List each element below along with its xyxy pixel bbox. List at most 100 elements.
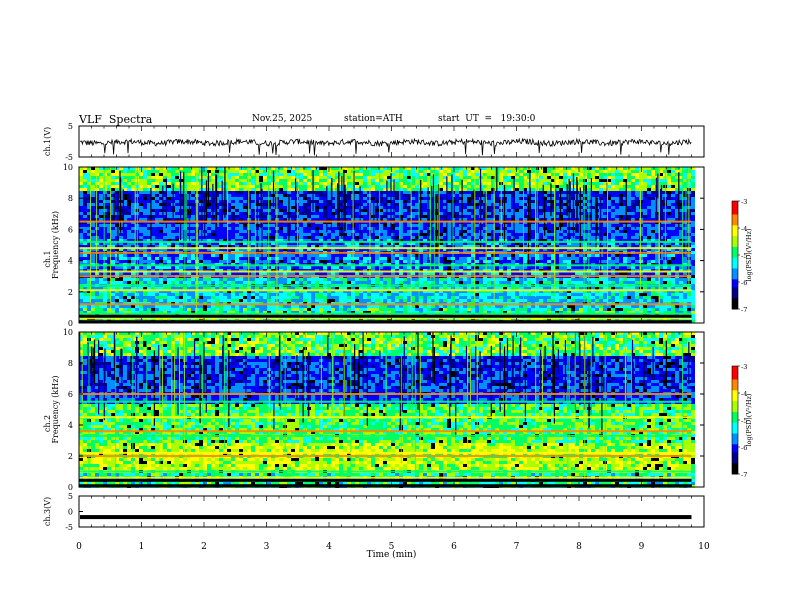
spectrogram-cell: [371, 191, 375, 194]
spectrogram-cell: [395, 185, 399, 188]
spectrogram-cell: [655, 215, 659, 218]
spectrogram-cell: [423, 200, 427, 203]
spectrogram-cell: [387, 260, 391, 263]
spectrogram-cell: [147, 167, 151, 170]
spectrogram-cell: [403, 257, 407, 260]
spectrogram-cell: [623, 188, 627, 191]
spectrogram-cell: [159, 248, 163, 251]
spectrogram-cell: [327, 257, 331, 260]
spectrogram-cell: [599, 182, 603, 185]
spectrogram-cell: [347, 173, 351, 176]
spectrogram-cell: [391, 242, 395, 245]
spectrogram-cell: [191, 260, 195, 263]
spectrogram-cell: [375, 242, 379, 245]
spectrogram-cell: [399, 233, 403, 236]
spectrogram-cell: [299, 260, 303, 263]
spectrogram-cell: [131, 173, 135, 176]
spectrogram-cell: [139, 194, 143, 197]
spectrogram-cell: [519, 254, 523, 257]
spectrogram-cell: [91, 257, 95, 260]
spectrogram-cell: [239, 236, 243, 239]
spectrogram-cell: [655, 230, 659, 233]
spectrogram-cell: [271, 242, 275, 245]
spectrogram-cell: [683, 173, 687, 176]
spectrogram-cell: [327, 218, 331, 221]
spectrogram-cell: [447, 206, 451, 209]
spectrogram-cell: [235, 182, 239, 185]
spectrogram-cell: [159, 182, 163, 185]
spectrogram-cell: [251, 260, 255, 263]
spectrogram-cell: [123, 182, 127, 185]
spectrogram-cell: [299, 254, 303, 257]
spectrogram-cell: [407, 203, 411, 206]
spectrogram-cell: [115, 191, 119, 194]
spectrogram-cell: [511, 257, 515, 260]
spectrogram-cell: [491, 182, 495, 185]
spectrogram-cell: [395, 176, 399, 179]
spectrogram-cell: [291, 209, 295, 212]
spectrogram-cell: [99, 203, 103, 206]
spectrogram-cell: [307, 239, 311, 242]
spectrogram-cell: [439, 209, 443, 212]
spectrogram-cell: [87, 245, 91, 248]
spectrogram-cell: [315, 245, 319, 248]
spectrogram-cell: [115, 230, 119, 233]
spectrogram-cell: [507, 233, 511, 236]
spectrogram-cell: [283, 170, 287, 173]
spectrogram-cell: [327, 254, 331, 257]
spectrogram-cell: [239, 257, 243, 260]
spectrogram-cell: [431, 224, 435, 227]
spectrogram-cell: [311, 233, 315, 236]
spectrogram-cell: [363, 203, 367, 206]
spectrogram-cell: [367, 230, 371, 233]
spectrogram-cell: [163, 206, 167, 209]
spectrogram-cell: [599, 185, 603, 188]
spectrogram-cell: [307, 200, 311, 203]
spectrogram-cell: [83, 224, 87, 227]
spectrogram-cell: [671, 191, 675, 194]
spectrogram-cell: [559, 167, 563, 170]
spectrogram-cell: [667, 206, 671, 209]
spectrogram-cell: [539, 176, 543, 179]
spectrogram-cell: [107, 179, 111, 182]
spectrogram-cell: [471, 173, 475, 176]
spectrogram-cell: [603, 257, 607, 260]
spectrogram-cell: [103, 185, 107, 188]
spectrogram-cell: [331, 254, 335, 257]
spectrogram-cell: [103, 248, 107, 251]
spectrogram-cell: [651, 245, 655, 248]
spectrogram-cell: [195, 257, 199, 260]
spectrogram-cell: [559, 233, 563, 236]
spectrogram-cell: [623, 248, 627, 251]
spectrogram-cell: [443, 176, 447, 179]
spectrogram-cell: [651, 218, 655, 221]
ch1-spectrogram-cells: [79, 167, 695, 324]
spectrogram-cell: [555, 191, 559, 194]
spectrogram-cell: [435, 182, 439, 185]
spectrogram-cell: [195, 209, 199, 212]
spectrogram-cell: [231, 170, 235, 173]
spectrogram-cell: [447, 191, 451, 194]
spectrogram-cell: [131, 218, 135, 221]
spectrogram-cell: [487, 224, 491, 227]
spectrogram-cell: [203, 179, 207, 182]
spectrogram-cell: [523, 203, 527, 206]
spectrogram-cell: [491, 200, 495, 203]
spectrogram-cell: [455, 176, 459, 179]
spectrogram-cell: [371, 215, 375, 218]
spectrogram-cell: [271, 254, 275, 257]
spectrogram-cell: [303, 176, 307, 179]
spectrogram-cell: [519, 212, 523, 215]
spectrogram-cell: [255, 185, 259, 188]
spectrogram-cell: [127, 242, 131, 245]
spectrogram-cell: [543, 179, 547, 182]
spectrogram-cell: [239, 197, 243, 200]
spectrogram-cell: [235, 236, 239, 239]
spectrogram-cell: [339, 224, 343, 227]
spectrogram-cell: [511, 179, 515, 182]
spectrogram-cell: [467, 254, 471, 257]
spectrogram-cell: [671, 239, 675, 242]
spectrogram-cell: [363, 218, 367, 221]
spectrogram-cell: [347, 203, 351, 206]
spectrogram-cell: [291, 194, 295, 197]
